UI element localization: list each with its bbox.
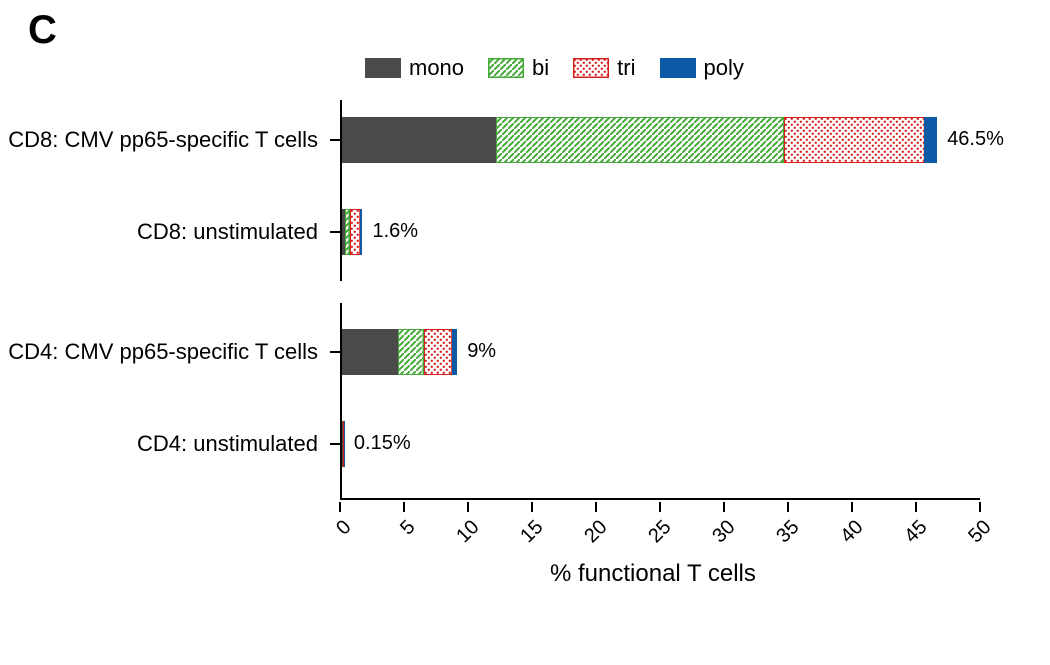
x-tick-label: 40	[824, 516, 869, 561]
x-tick	[595, 502, 597, 512]
y-tick	[330, 443, 340, 445]
x-tick	[915, 502, 917, 512]
x-tick	[531, 502, 533, 512]
stacked-bar-chart: 05101520253035404550	[340, 100, 980, 500]
bar-segment-poly	[360, 209, 363, 255]
legend-item-tri: tri	[573, 55, 635, 81]
bars-layer	[340, 100, 980, 500]
y-tick	[330, 351, 340, 353]
x-tick-label: 10	[440, 516, 485, 561]
x-tick-label: 35	[760, 516, 805, 561]
bar-segment-poly	[344, 421, 345, 467]
legend: mono bi tri poly	[365, 55, 744, 81]
legend-label-tri: tri	[617, 55, 635, 81]
legend-swatch-poly	[660, 58, 696, 78]
legend-item-poly: poly	[660, 55, 744, 81]
x-tick	[851, 502, 853, 512]
bar-segment-poly	[452, 329, 457, 375]
x-axis-label: % functional T cells	[550, 560, 756, 588]
x-tick-label: 50	[952, 516, 997, 561]
category-label: CD8: unstimulated	[0, 219, 318, 245]
bar-segment-tri	[424, 329, 452, 375]
bar-segment-mono	[342, 329, 398, 375]
bar-segment-tri	[350, 209, 360, 255]
x-tick-label: 30	[696, 516, 741, 561]
bar-segment-bi	[398, 329, 424, 375]
x-tick	[787, 502, 789, 512]
x-tick	[979, 502, 981, 512]
legend-label-mono: mono	[409, 55, 464, 81]
legend-item-mono: mono	[365, 55, 464, 81]
bar-segment-bi	[496, 117, 784, 163]
legend-swatch-tri	[573, 58, 609, 78]
x-tick	[467, 502, 469, 512]
x-tick-label: 20	[568, 516, 613, 561]
panel-letter: C	[28, 8, 57, 53]
bar-segment-poly	[924, 117, 937, 163]
category-label: CD4: unstimulated	[0, 431, 318, 457]
x-axis	[340, 498, 980, 500]
legend-label-poly: poly	[704, 55, 744, 81]
y-tick	[330, 231, 340, 233]
x-tick	[403, 502, 405, 512]
x-tick-label: 15	[504, 516, 549, 561]
x-tick-label: 45	[888, 516, 933, 561]
y-tick	[330, 139, 340, 141]
y-category-labels: CD8: CMV pp65-specific T cells CD8: unsti…	[0, 100, 330, 500]
legend-item-bi: bi	[488, 55, 549, 81]
legend-swatch-bi	[488, 58, 524, 78]
category-label: CD8: CMV pp65-specific T cells	[0, 127, 318, 153]
x-tick-label: 5	[376, 516, 421, 561]
legend-swatch-mono	[365, 58, 401, 78]
bar-segment-mono	[342, 117, 496, 163]
x-tick	[339, 502, 341, 512]
figure-panel: C monobitripoly 05101520253035404550 CD8…	[0, 0, 1050, 665]
legend-label-bi: bi	[532, 55, 549, 81]
bar-segment-tri	[784, 117, 925, 163]
category-label: CD4: CMV pp65-specific T cells	[0, 339, 318, 365]
x-tick-label: 25	[632, 516, 677, 561]
x-tick-label: 0	[312, 516, 357, 561]
x-tick	[723, 502, 725, 512]
x-tick	[659, 502, 661, 512]
